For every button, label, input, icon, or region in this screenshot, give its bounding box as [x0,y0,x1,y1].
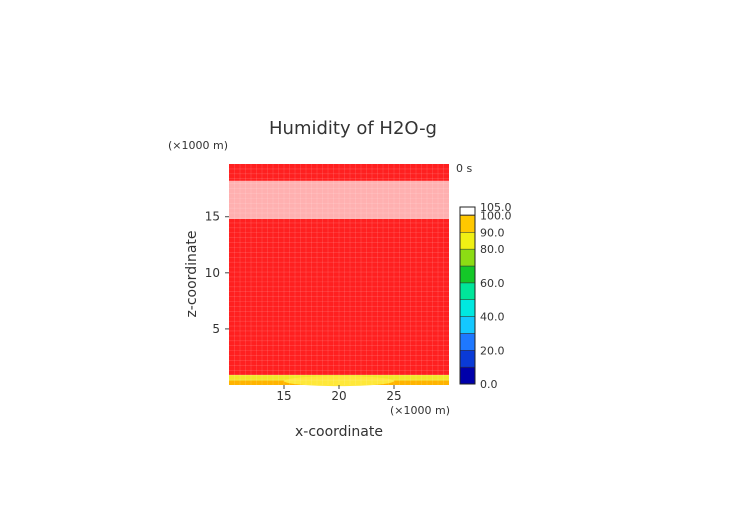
time-label: 0 s [456,162,472,175]
colorbar-segment [459,282,476,300]
y-tick-label: 5 [212,322,220,336]
y-axis: 5 10 15 [205,210,229,336]
colorbar-tick-label: 90.0 [480,226,505,239]
colorbar-segment [459,316,476,334]
colorbar-segment [459,215,476,233]
x-unit-label: (×1000 m) [390,404,450,417]
colorbar-segment [459,299,476,317]
colorbar-tick-label: 105.0 [480,201,512,214]
y-tick-label: 15 [205,210,220,224]
colorbar-segment [459,248,476,267]
x-tick-label: 15 [276,389,291,403]
colorbar-segment [459,366,476,385]
y-unit-label: (×1000 m) [168,139,228,152]
x-tick-label: 25 [386,389,401,403]
y-axis-label: z-coordinate [184,230,200,317]
colorbar-tick-label: 40.0 [480,311,505,324]
humidity-band [229,218,449,375]
humidity-band [229,164,449,181]
humidity-band [229,180,449,219]
colorbar-tick-label: 60.0 [480,277,505,290]
x-tick-label: 20 [331,389,346,403]
colorbar-tick-label: 80.0 [480,243,505,256]
colorbar-segment [459,350,476,368]
x-axis-label: x-coordinate [295,424,383,440]
chart-title: Humidity of H2O-g [269,118,437,139]
colorbar-segment [459,333,476,351]
colorbar-segment [459,232,476,250]
surface-moist-patch [284,376,394,387]
colorbar-tick-label: 20.0 [480,344,505,357]
colorbar-tick-label: 100.0 [480,209,512,222]
y-tick-label: 10 [205,266,220,280]
colorbar-frame [459,206,476,385]
colorbar-segment [459,265,476,284]
x-axis: 15 20 25 [276,385,402,403]
colorbar-tick-label: 0.0 [480,378,498,391]
plot-area [229,164,449,387]
colorbar-segment [459,206,476,216]
